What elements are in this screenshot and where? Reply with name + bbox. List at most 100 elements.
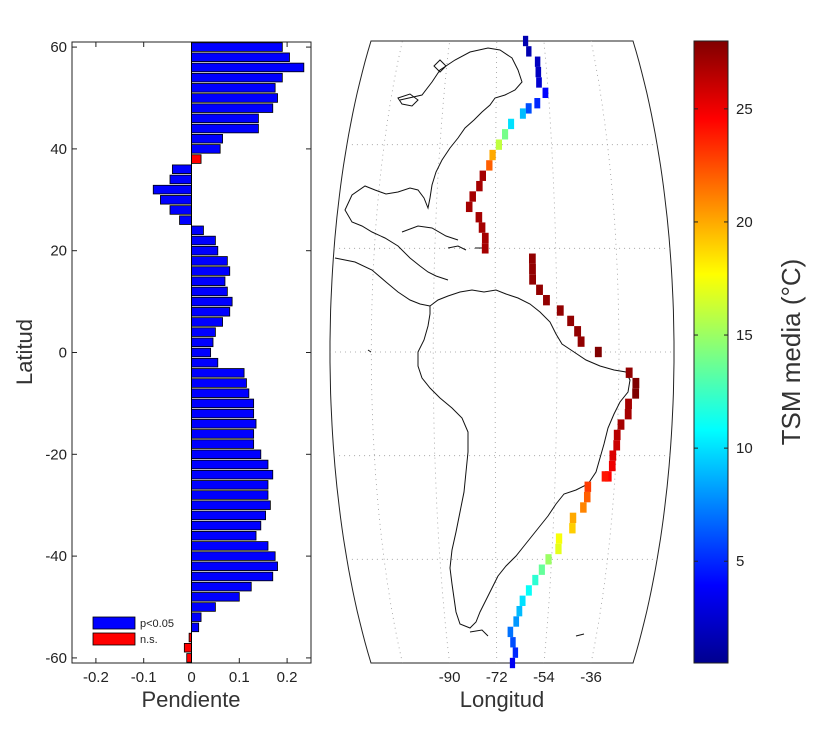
sst-cell-14 (479, 170, 487, 181)
sst-cell-4 (536, 77, 542, 88)
bar-14 (152, 184, 192, 195)
y-tick-label-1: -40 (45, 548, 67, 565)
sst-cell-2 (534, 56, 541, 67)
sst-cell-28 (567, 315, 575, 327)
sst-cell-9 (508, 118, 515, 130)
bar-13 (169, 174, 192, 185)
bar-16 (169, 205, 192, 215)
meridian-3 (590, 41, 620, 663)
bar-2 (191, 62, 305, 73)
bar-3 (191, 72, 283, 83)
bar-33 (191, 378, 247, 388)
bar-17 (179, 215, 192, 225)
sst-cell-20 (481, 232, 489, 244)
sst-cell-22 (528, 253, 536, 264)
tierra-del-fuego (469, 629, 489, 637)
bar-52 (191, 571, 274, 582)
bar-48 (191, 531, 257, 541)
sst-cell-35 (625, 398, 632, 410)
sst-cell-5 (542, 87, 549, 99)
legend-swatch-significant (92, 616, 136, 630)
bar-59 (183, 643, 192, 653)
bar-42 (191, 469, 274, 480)
bar-4 (191, 83, 276, 93)
map-longitude-tick-labels: -90 -72 -54 -36 (439, 669, 602, 686)
legend-label-not-significant: n.s. (140, 634, 158, 646)
sst-cell-49 (555, 533, 563, 544)
sst-cells (465, 35, 640, 669)
north-america-coast (344, 47, 523, 281)
bar-27 (191, 317, 223, 327)
bar-20 (191, 245, 219, 256)
bar-51 (191, 561, 278, 572)
bar-19 (191, 235, 216, 246)
bar-35 (191, 398, 255, 409)
x-tick-label-3: 0.1 (229, 669, 250, 686)
bar-46 (191, 510, 266, 521)
sst-cell-61 (509, 657, 516, 669)
x-tick-label-4: 0.2 (277, 669, 298, 686)
sst-cell-11 (495, 139, 502, 150)
bar-21 (191, 256, 228, 266)
bar-15 (160, 195, 192, 205)
y-tick-label-2: -20 (45, 446, 67, 463)
bar-39 (191, 439, 255, 449)
cb-tick-label-1: 10 (736, 440, 753, 457)
sst-cell-38 (613, 429, 621, 441)
bar-5 (191, 93, 278, 103)
bar-29 (191, 337, 214, 348)
bar-chart-tick-labels: -0.2 -0.1 0 0.1 0.2 -60 -40 -20 0 20 40 60 (45, 39, 297, 686)
great-lakes (397, 93, 419, 107)
legend-label-significant: p<0.05 (140, 618, 174, 630)
sst-cell-32 (625, 367, 633, 378)
bar-57 (191, 622, 200, 633)
cuba-island (401, 225, 459, 241)
colorbar: 5 10 15 20 25 TSM media (°C) (693, 40, 806, 664)
sst-cell-0 (522, 35, 529, 47)
bar-8 (191, 123, 259, 134)
bar-41 (191, 459, 269, 470)
hispaniola-island (447, 245, 467, 251)
sst-cell-6 (534, 98, 541, 109)
x-tick-label-1: -0.1 (131, 669, 157, 686)
bar-34 (191, 388, 250, 398)
sst-cell-7 (525, 103, 532, 114)
cb-tick-label-0: 5 (736, 553, 744, 570)
sst-cell-31 (594, 346, 602, 358)
sst-cell-44 (584, 481, 592, 492)
bar-26 (191, 307, 231, 317)
x-tick-label-2: 0 (187, 669, 195, 686)
bar-44 (191, 490, 269, 500)
sst-cell-15 (476, 180, 483, 192)
sst-cell-33 (632, 377, 640, 389)
mexico-pacific-coast (334, 257, 431, 307)
bar-7 (191, 113, 259, 124)
colorbar-ticks: 5 10 15 20 25 (694, 101, 753, 570)
sst-cell-43 (601, 471, 609, 482)
sst-cell-27 (556, 305, 564, 316)
sst-cell-26 (543, 294, 550, 306)
bar-50 (191, 551, 276, 561)
south-america-coast (417, 289, 631, 629)
bar-38 (191, 429, 255, 439)
colorbar-gradient (693, 40, 729, 664)
sst-cell-12 (489, 149, 496, 161)
bar-0 (191, 42, 283, 52)
sst-cell-54 (525, 585, 532, 596)
bar-6 (191, 103, 274, 113)
sst-cell-30 (577, 336, 585, 347)
sst-cell-19 (478, 222, 486, 233)
sst-cell-58 (507, 626, 514, 638)
bar-32 (191, 368, 245, 378)
sst-cell-37 (617, 419, 625, 430)
galapagos-islands (367, 349, 372, 353)
bar-24 (191, 286, 228, 297)
legend-swatch-not-significant (92, 632, 136, 646)
sst-cell-55 (519, 595, 526, 606)
sst-cell-3 (535, 66, 542, 78)
sst-cell-36 (624, 409, 632, 420)
bar-45 (191, 500, 271, 510)
lon-tick-label-0: -90 (439, 669, 461, 686)
sst-cell-56 (516, 605, 523, 617)
